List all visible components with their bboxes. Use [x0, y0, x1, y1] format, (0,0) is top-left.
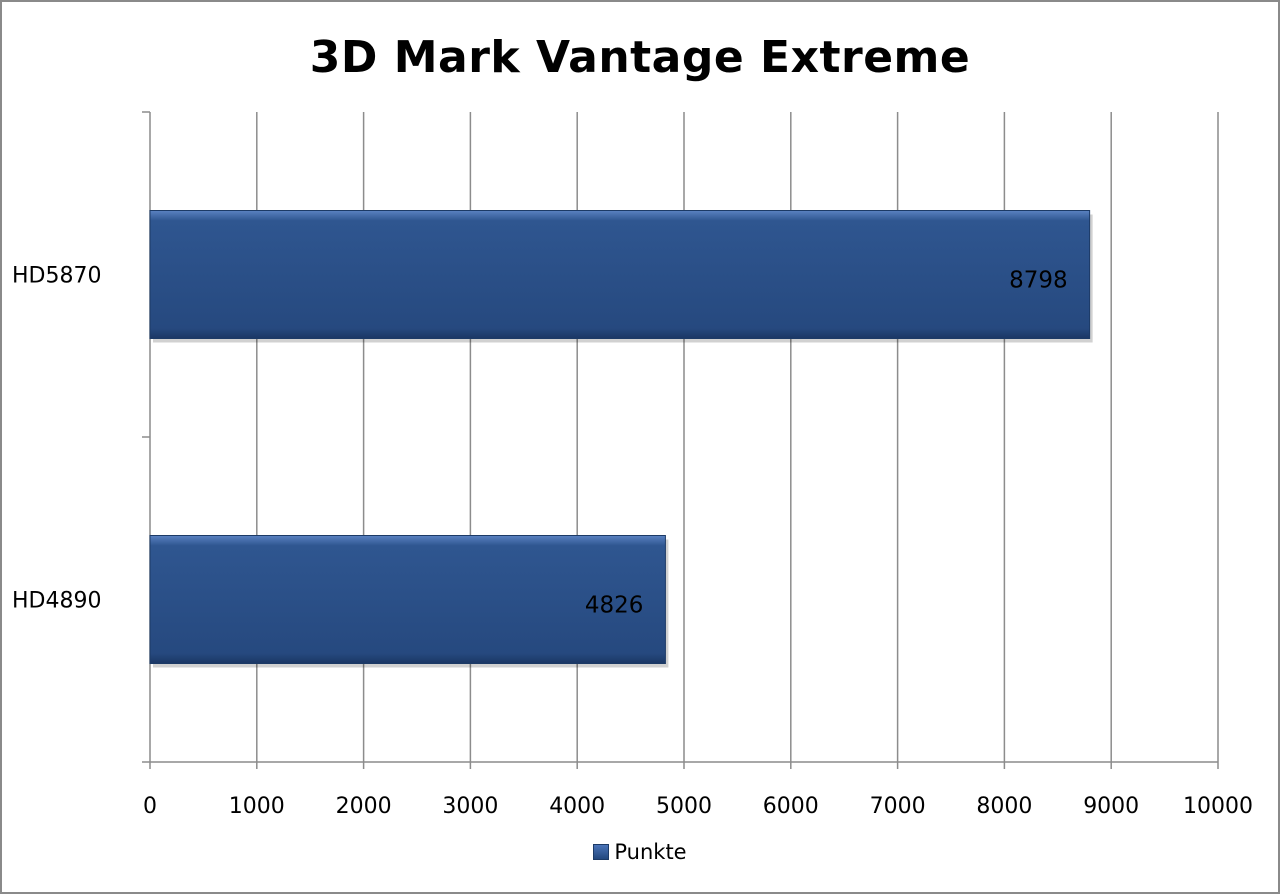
- x-tick-label: 10000: [1183, 794, 1253, 819]
- labels: 0 1000 2000 3000 4000 5000 6000 7000 8000 9000 100…: [12, 264, 1253, 820]
- bar-hd4890: [149, 535, 666, 664]
- x-tick-label: 3000: [442, 794, 498, 819]
- data-label: 4826: [585, 593, 644, 619]
- chart-title: 3D Mark Vantage Extreme: [309, 32, 971, 83]
- bars: [149, 210, 1093, 668]
- x-tick-label: 9000: [1083, 794, 1139, 819]
- legend-label: Punkte: [614, 840, 687, 864]
- x-tick-label: 5000: [656, 794, 712, 819]
- data-label: 8798: [1009, 268, 1068, 294]
- bar-hd5870: [149, 210, 1091, 339]
- x-tick-label: 0: [143, 794, 157, 819]
- y-category-label: HD4890: [12, 589, 101, 614]
- legend-swatch: [593, 844, 610, 860]
- x-tick-label: 1000: [229, 794, 285, 819]
- x-tick-label: 6000: [763, 794, 819, 819]
- x-tick-label: 4000: [549, 794, 605, 819]
- y-category-label: HD5870: [12, 264, 101, 289]
- x-tick-label: 2000: [336, 794, 392, 819]
- legend: Punkte: [2, 840, 1278, 864]
- x-tick-label: 8000: [976, 794, 1032, 819]
- x-tick-label: 7000: [870, 794, 926, 819]
